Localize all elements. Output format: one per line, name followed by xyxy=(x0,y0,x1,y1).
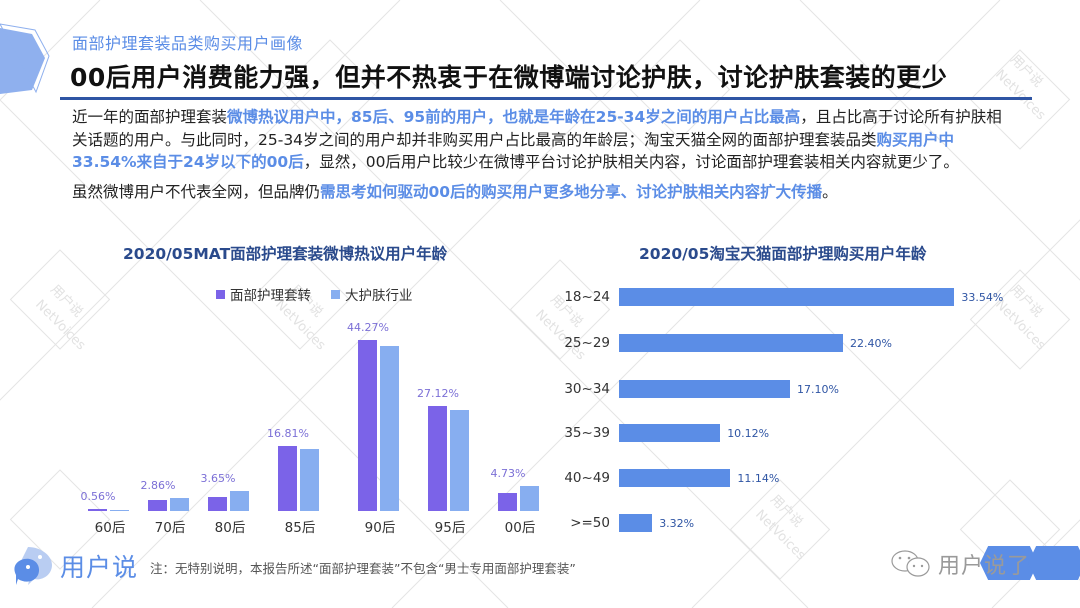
bar-group: 16.81% xyxy=(267,300,322,511)
svg-text:用户说: 用户说 xyxy=(1007,52,1046,91)
wechat-icon xyxy=(891,550,930,577)
summary-text: 近一年的面部护理套装微博热议用户中，85后、95前的用户，也就是年龄在25-34… xyxy=(72,106,1012,210)
wechat-account-label: 用户说了 xyxy=(938,554,1031,579)
highlight-text: 需思考如何驱动00后的购买用户更多地分享、讨论护肤相关内容扩大传播 xyxy=(320,182,823,201)
body-text: 虽然微博用户不代表全网，但品牌仍 xyxy=(72,182,321,201)
bar-value-label: 3.65% xyxy=(200,471,236,485)
x-axis-label: 00后 xyxy=(504,520,536,536)
bar-facial-set xyxy=(148,499,167,511)
bar-value-label: 22.40% xyxy=(850,337,892,350)
body-text: 近一年的面部护理套装 xyxy=(72,108,228,126)
bar-industry xyxy=(170,497,189,511)
x-axis-label: 90后 xyxy=(364,520,396,536)
bar-group: 27.12% xyxy=(417,300,472,511)
wechat-account-name: 用户说了 xyxy=(938,546,1080,580)
y-axis-label: 40~49 xyxy=(564,470,610,486)
bar-facial-set xyxy=(88,508,107,511)
bar-value-label: 3.32% xyxy=(659,517,695,530)
bar xyxy=(619,424,721,442)
body-text: ，显然，00后用户比较少在微博平台讨论护肤相关内容，讨论面部护理套装相关内容就更… xyxy=(303,153,959,171)
bar-industry xyxy=(450,409,469,511)
corner-hexagon-decoration xyxy=(0,23,50,94)
bar-value-label: 11.14% xyxy=(737,472,780,485)
bar-row: >=50 3.32% xyxy=(560,514,1040,532)
x-axis-label: 70后 xyxy=(154,520,186,536)
bar-facial-set xyxy=(358,340,377,511)
legend-swatch-facial-set xyxy=(216,289,225,299)
bar xyxy=(619,514,653,532)
y-axis-label: 18~24 xyxy=(564,289,610,305)
wechat-account-badge: 用户说了 xyxy=(890,546,1080,580)
bar-facial-set xyxy=(208,496,227,511)
bar-industry xyxy=(520,485,539,511)
bar-facial-set xyxy=(498,492,517,511)
bar-facial-set xyxy=(278,446,297,511)
bar-row: 18~24 33.54% xyxy=(560,288,1040,306)
bar-group: 4.73% xyxy=(491,300,542,511)
x-axis-label: 95后 xyxy=(434,520,466,536)
taobao-age-bar-chart: 18~24 33.54% 25~29 22.40% 30~34 17.10% 35~39 10… xyxy=(560,280,1040,540)
bar-industry xyxy=(230,490,249,511)
bar-row: 25~29 22.40% xyxy=(560,334,1040,352)
brand-logo-text: 用户说 xyxy=(60,553,139,582)
title-underline xyxy=(60,97,1032,100)
bar-value-label: 33.54% xyxy=(961,291,1004,304)
bar-row: 30~34 17.10% xyxy=(560,380,1040,398)
bar-industry xyxy=(300,448,319,511)
bar-group: 3.65% xyxy=(201,300,252,511)
bar-value-label: 17.10% xyxy=(797,383,839,396)
bar xyxy=(619,380,790,398)
bar-row: 35~39 10.12% xyxy=(560,424,1040,442)
weibo-chart-title: 2020/05MAT面部护理套装微博热议用户年龄 xyxy=(123,245,448,263)
footnote: 注：无特别说明，本报告所述“面部护理套装”不包含“男士专用面部护理套装” xyxy=(150,561,576,576)
x-axis-label: 60后 xyxy=(94,520,126,536)
bar xyxy=(619,469,731,487)
section-subtitle: 面部护理套装品类购买用户画像 xyxy=(72,34,304,53)
bar xyxy=(619,288,955,306)
bar-value-label: 44.27% xyxy=(347,321,389,335)
page-title: 00后用户消费能力强，但并不热衷于在微博端讨论护肤，讨论护肤套装的更少 xyxy=(70,63,948,92)
bar-facial-set xyxy=(428,406,447,511)
summary-paragraph-2: 虽然微博用户不代表全网，但品牌仍需思考如何驱动00后的购买用户更多地分享、讨论护… xyxy=(72,181,1012,204)
y-axis-label: 35~39 xyxy=(564,425,610,441)
x-axis-label: 80后 xyxy=(214,520,246,536)
body-text: 。 xyxy=(822,182,838,201)
y-axis-label: 25~29 xyxy=(564,335,610,351)
bar-value-label: 10.12% xyxy=(727,427,770,440)
summary-paragraph-1: 近一年的面部护理套装微博热议用户中，85后、95前的用户，也就是年龄在25-34… xyxy=(72,106,1012,174)
highlight-text: 微博热议用户中，85后、95前的用户，也就是年龄在25-34岁之间的用户占比最高 xyxy=(227,108,801,126)
bar-value-label: 4.73% xyxy=(490,466,526,480)
hexagon-decoration xyxy=(1028,546,1080,580)
taobao-chart-title: 2020/05淘宝天猫面部护理购买用户年龄 xyxy=(639,245,927,263)
bar-value-label: 27.12% xyxy=(417,387,459,401)
brand-logo: 用户说 xyxy=(14,545,138,587)
bar xyxy=(619,334,843,352)
weibo-age-bar-chart: 0.56% 60后 2.86% 70后 3.65% 80后 16.81% 85后 44.27% 9… xyxy=(60,300,560,540)
bar-industry xyxy=(380,346,399,511)
bar-value-label: 16.81% xyxy=(267,427,309,441)
bar-row: 40~49 11.14% xyxy=(560,469,1040,487)
chat-bubbles-logo-icon xyxy=(14,547,52,585)
y-axis-label: 30~34 xyxy=(564,381,610,397)
bar-industry xyxy=(110,509,129,511)
y-axis-label: >=50 xyxy=(570,515,610,531)
legend-swatch-industry xyxy=(331,289,340,299)
bar-group: 44.27% xyxy=(347,300,402,511)
x-axis-label: 85后 xyxy=(284,520,316,536)
